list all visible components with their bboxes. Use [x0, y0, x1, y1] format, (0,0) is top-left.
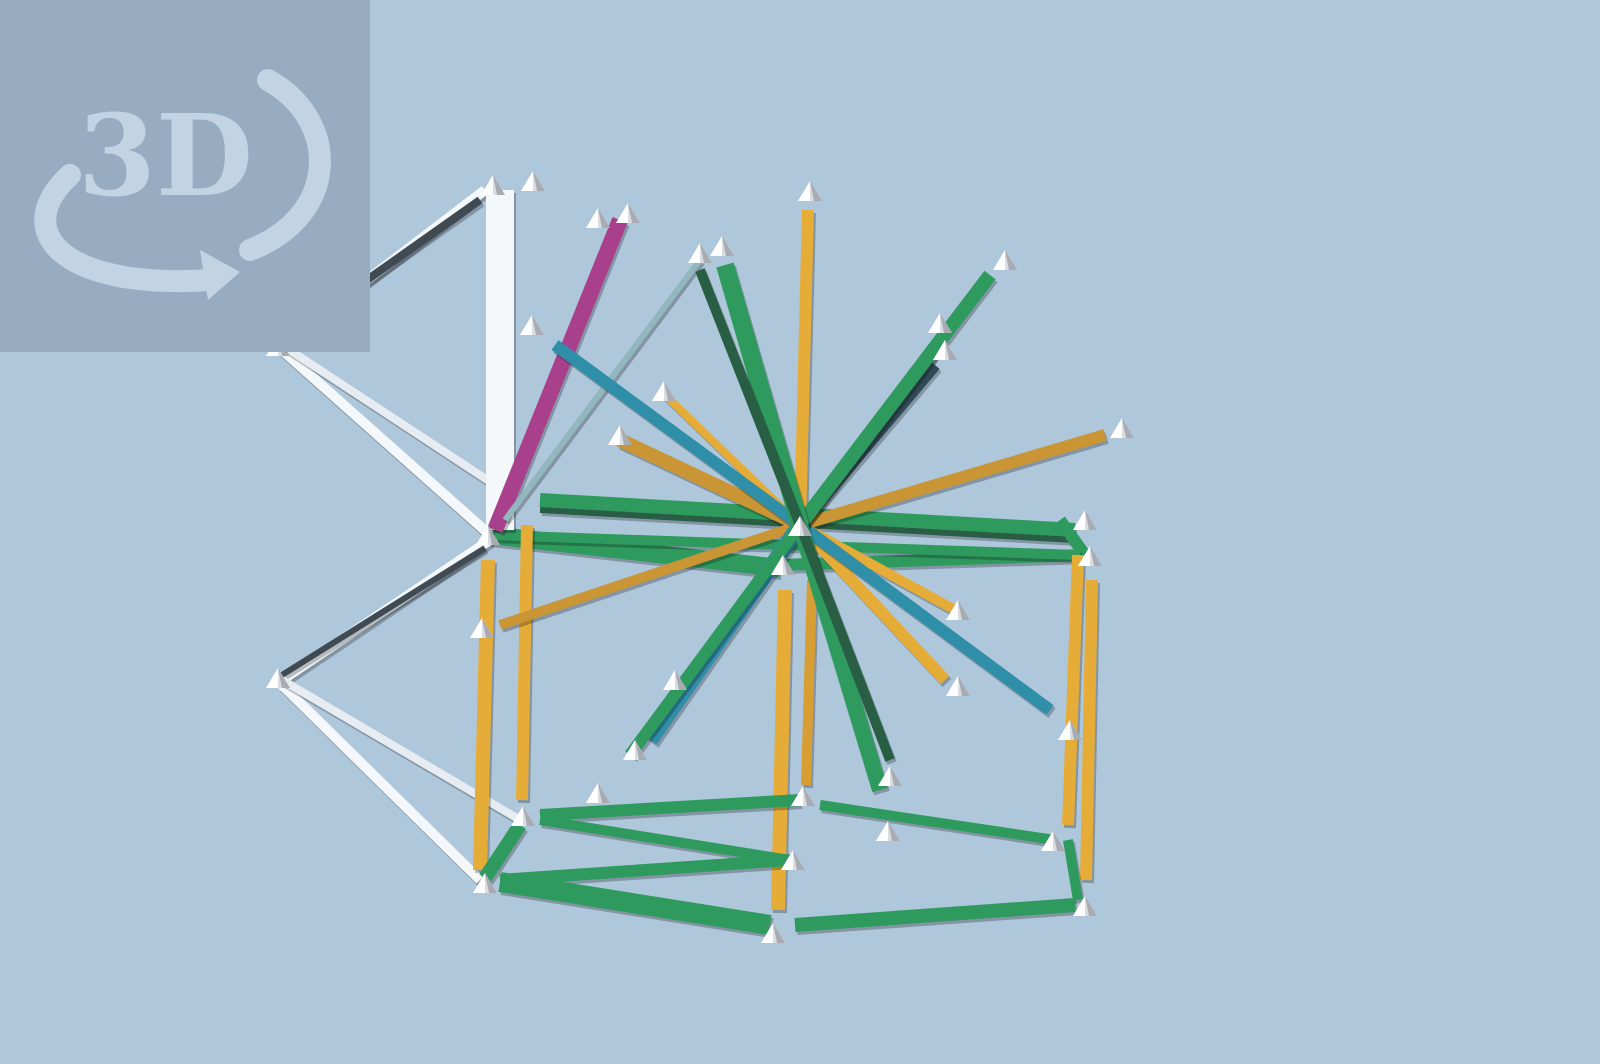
bond-green — [498, 872, 774, 938]
bond-white — [279, 341, 500, 492]
bond-dark — [795, 523, 897, 765]
bond-magenta — [487, 217, 630, 536]
atom-node[interactable] — [623, 740, 647, 760]
atom-node[interactable] — [761, 923, 785, 943]
atom-node[interactable] — [946, 600, 970, 620]
atom-node[interactable] — [1073, 896, 1097, 916]
atom-node[interactable] — [481, 175, 505, 195]
atom-node[interactable] — [946, 676, 970, 696]
bond-orange — [617, 433, 805, 535]
bond-white — [486, 190, 516, 533]
bond-white — [278, 681, 486, 887]
bond-orange — [801, 579, 819, 789]
atom-node[interactable] — [266, 668, 290, 688]
atom-node[interactable] — [1041, 831, 1065, 851]
atom-node[interactable] — [933, 340, 957, 360]
bond-green — [499, 854, 793, 889]
bond-green — [625, 521, 807, 762]
bond-orange — [1062, 554, 1086, 829]
atom-node[interactable] — [476, 525, 500, 545]
bond-orange — [516, 524, 535, 804]
atom-node[interactable] — [688, 243, 712, 263]
atom-node[interactable] — [1078, 546, 1102, 566]
bond-orange — [798, 429, 1109, 534]
atom-node[interactable] — [1073, 510, 1097, 530]
atom-node[interactable] — [1110, 418, 1134, 438]
atom-node[interactable] — [993, 250, 1017, 270]
atom-node[interactable] — [876, 821, 900, 841]
atom-node[interactable] — [771, 555, 795, 575]
bond-gray — [502, 258, 705, 525]
bond-blue — [551, 340, 806, 533]
atom-node[interactable] — [586, 208, 610, 228]
atom-node[interactable] — [663, 670, 687, 690]
atom-node[interactable] — [608, 425, 632, 445]
atom-node[interactable] — [616, 203, 640, 223]
rotate-3d-button[interactable]: 3D — [0, 0, 370, 352]
rotate-3d-icon: 3D — [34, 69, 331, 300]
bond-green — [794, 270, 998, 533]
bond-orange — [473, 559, 497, 874]
atom-node[interactable] — [781, 850, 805, 870]
bond-dark — [695, 268, 807, 530]
bond-orange — [1080, 579, 1100, 884]
bond-green — [539, 815, 793, 868]
bond-orange — [795, 520, 952, 688]
atom-node[interactable] — [1058, 720, 1082, 740]
bond-green — [1063, 839, 1085, 904]
bond-white — [278, 346, 496, 542]
atom-node[interactable] — [511, 806, 535, 826]
atom-node[interactable] — [586, 783, 610, 803]
bond-orange — [794, 209, 816, 529]
atom-node[interactable] — [710, 236, 734, 256]
atom-node[interactable] — [473, 873, 497, 893]
atom-node[interactable] — [652, 381, 676, 401]
atom-node[interactable] — [791, 786, 815, 806]
bond-green — [479, 821, 528, 885]
bond-dark — [280, 545, 489, 681]
bond-blue — [796, 520, 1056, 718]
atom-node[interactable] — [878, 766, 902, 786]
bond-green — [539, 794, 803, 824]
badge-label: 3D — [78, 91, 253, 222]
atom-node[interactable] — [928, 313, 952, 333]
bond-orange — [498, 520, 804, 633]
atom-node[interactable] — [520, 315, 544, 335]
bond-green — [794, 898, 1078, 935]
atom-node[interactable] — [788, 516, 812, 536]
atom-node[interactable] — [798, 181, 822, 201]
atom-node[interactable] — [470, 618, 494, 638]
atom-node[interactable] — [521, 171, 545, 191]
bond-green — [819, 800, 1058, 848]
